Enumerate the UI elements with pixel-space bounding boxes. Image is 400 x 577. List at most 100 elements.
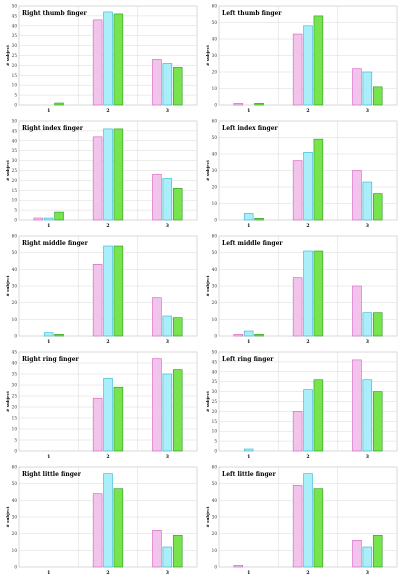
- x-tick-label: 3: [166, 339, 169, 345]
- y-tick-label: 50: [12, 481, 18, 486]
- bar-series-1-cat-3: [152, 174, 162, 221]
- y-tick-label: 35: [12, 33, 18, 38]
- y-tick-label: 0: [14, 218, 17, 223]
- bar-series-2-cat-3: [362, 181, 373, 221]
- y-tick-label: 0: [214, 565, 217, 570]
- x-tick-label: 2: [106, 223, 109, 229]
- y-tick-label: 0: [14, 565, 17, 570]
- y-tick-label: 60: [212, 4, 218, 9]
- y-tick-label: 60: [212, 119, 218, 124]
- y-tick-label: 45: [212, 359, 218, 364]
- x-tick-label: 3: [366, 570, 369, 576]
- y-axis-label: # subject: [205, 45, 210, 66]
- y-tick-label: 20: [12, 178, 18, 183]
- y-tick-label: 45: [12, 350, 18, 355]
- y-tick-label: 30: [212, 389, 218, 394]
- bar-series-3-cat-2: [113, 128, 124, 221]
- y-tick-label: 50: [212, 20, 218, 25]
- y-axis-label: # subject: [5, 45, 10, 66]
- x-tick-label: 3: [166, 454, 169, 460]
- y-tick-label: 50: [212, 481, 218, 486]
- y-tick-label: 30: [12, 284, 18, 289]
- x-tick-label: 1: [47, 339, 50, 345]
- y-tick-label: 40: [212, 267, 218, 272]
- chart-title: Left index finger: [222, 125, 279, 132]
- x-tick-label: 3: [366, 339, 369, 345]
- bar-series-1-cat-3: [152, 530, 162, 568]
- x-tick-label: 3: [166, 223, 169, 229]
- bar-series-2-cat-3: [162, 373, 173, 452]
- y-tick-label: 0: [214, 334, 217, 339]
- y-tick-label: 15: [212, 419, 218, 424]
- bar-series-2-cat-3: [362, 546, 373, 568]
- bar-series-3-cat-3: [372, 535, 383, 568]
- y-tick-label: 15: [12, 416, 18, 421]
- y-tick-label: 10: [12, 317, 18, 322]
- bar-series-3-cat-2: [313, 488, 324, 568]
- chart-panel-right-ring: 0 5 10 15 20 25 30 35 40 45 1 2 3 # subject Right ring…: [5, 350, 198, 460]
- bar-series-2-cat-2: [303, 250, 313, 337]
- bar-series-3-cat-2: [113, 488, 124, 568]
- y-tick-label: 40: [212, 498, 218, 503]
- y-tick-label: 20: [212, 409, 218, 414]
- bar-series-1-cat-3: [352, 540, 362, 568]
- bar-series-1-cat-2: [92, 136, 103, 221]
- bar-series-1-cat-1: [233, 334, 244, 337]
- x-tick-label: 2: [306, 570, 309, 576]
- bar-series-3-cat-3: [172, 369, 183, 452]
- x-tick-label: 2: [306, 454, 309, 460]
- chart-panel-left-little: 0 10 20 30 40 50 60 1 2 3 # subject Left little fin…: [205, 465, 398, 576]
- y-tick-label: 10: [12, 83, 18, 88]
- bar-series-1-cat-2: [92, 264, 103, 337]
- chart-title: Right little finger: [22, 471, 82, 478]
- bar-series-3-cat-3: [372, 193, 383, 221]
- y-tick-label: 20: [212, 185, 218, 190]
- y-tick-label: 5: [14, 93, 17, 98]
- bar-series-3-cat-3: [172, 317, 183, 337]
- y-tick-label: 10: [212, 201, 218, 206]
- bar-series-3-cat-3: [372, 391, 383, 452]
- y-tick-label: 25: [12, 53, 18, 58]
- bar-series-3-cat-1: [54, 211, 64, 221]
- y-tick-label: 60: [12, 465, 18, 470]
- x-tick-label: 2: [306, 223, 309, 229]
- y-tick-label: 10: [12, 548, 18, 553]
- bar-series-1-cat-3: [152, 358, 162, 452]
- bar-series-1-cat-2: [92, 19, 103, 106]
- bar-series-3-cat-1: [54, 102, 64, 106]
- bar-series-2-cat-1: [43, 217, 54, 221]
- bar-series-1-cat-3: [152, 59, 162, 106]
- x-tick-label: 2: [106, 339, 109, 345]
- bar-series-2-cat-3: [162, 546, 173, 568]
- y-tick-label: 40: [12, 361, 18, 366]
- y-tick-label: 60: [212, 465, 218, 470]
- y-axis-label: # subject: [5, 391, 10, 412]
- bar-series-2-cat-3: [362, 71, 373, 106]
- y-tick-label: 30: [212, 53, 218, 58]
- x-tick-label: 3: [366, 223, 369, 229]
- chart-panel-right-index: 0 5 10 15 20 25 30 35 40 45 50 1 2 3 # subject Right in…: [5, 119, 198, 229]
- y-tick-label: 45: [12, 13, 18, 18]
- bar-series-3-cat-3: [372, 312, 383, 337]
- bar-series-3-cat-1: [254, 103, 264, 106]
- x-tick-label: 2: [306, 108, 309, 114]
- y-tick-label: 40: [12, 498, 18, 503]
- y-tick-label: 40: [212, 369, 218, 374]
- y-axis-label: # subject: [5, 160, 10, 181]
- y-tick-label: 30: [12, 383, 18, 388]
- bar-series-3-cat-2: [313, 138, 324, 221]
- y-tick-label: 0: [14, 334, 17, 339]
- chart-panel-left-ring: 0 5 10 15 20 25 30 35 40 45 50 1 2 3 # subject Left rin…: [205, 350, 398, 460]
- bar-series-3-cat-3: [172, 535, 183, 568]
- y-tick-label: 15: [12, 188, 18, 193]
- bar-series-2-cat-1: [243, 448, 254, 452]
- y-tick-label: 35: [12, 148, 18, 153]
- y-tick-label: 0: [214, 218, 217, 223]
- x-tick-label: 1: [47, 570, 50, 576]
- y-tick-label: 50: [12, 119, 18, 124]
- y-tick-label: 25: [212, 399, 218, 404]
- y-tick-label: 25: [12, 394, 18, 399]
- bar-series-2-cat-3: [162, 63, 173, 106]
- bar-series-1-cat-3: [352, 359, 362, 452]
- chart-title: Left ring finger: [222, 356, 274, 363]
